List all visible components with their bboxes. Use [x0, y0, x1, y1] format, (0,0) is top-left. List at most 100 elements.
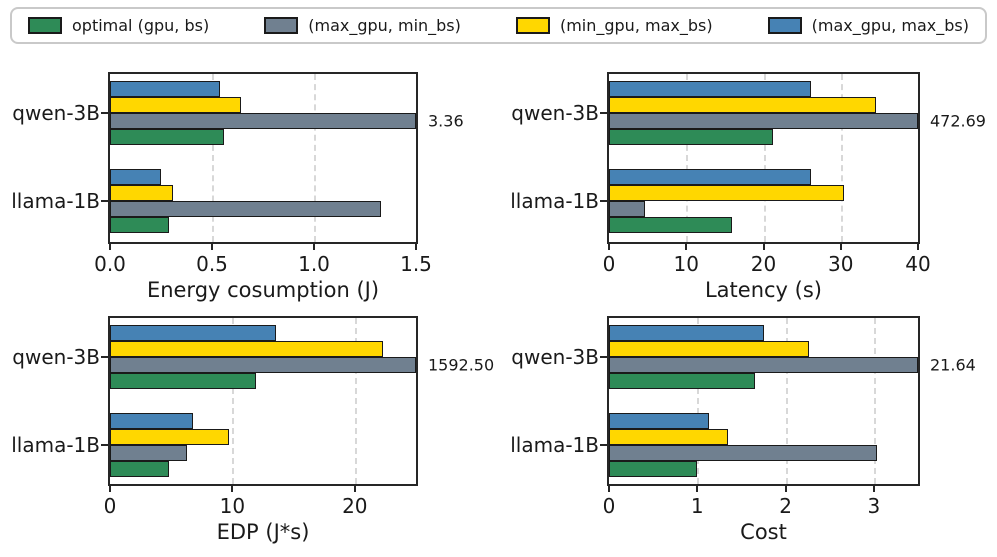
- bar: [609, 113, 918, 129]
- bar: [609, 373, 755, 389]
- x-tick-label: 0: [602, 494, 616, 518]
- bar: [110, 325, 277, 341]
- bar: [609, 217, 732, 233]
- category-label: qwen-3B: [12, 345, 100, 369]
- legend-item: (min_gpu, max_bs): [515, 16, 713, 35]
- x-tick: [917, 244, 919, 250]
- gridline: [232, 318, 235, 484]
- x-tick: [231, 486, 234, 492]
- subplot-latency: qwen-3B llama-1B 0 10 20 30 40 Latency (s) 472.6…: [510, 72, 986, 302]
- x-tick-label: 10: [673, 252, 699, 276]
- gridline: [873, 318, 876, 484]
- x-tick-label: 0.0: [94, 252, 126, 276]
- bar: [110, 97, 241, 113]
- legend-color-swatch: [28, 17, 62, 34]
- x-tick-label: 3: [867, 494, 881, 518]
- x-tick-label: 1: [690, 494, 704, 518]
- gridline: [212, 74, 214, 242]
- bar: [110, 429, 229, 445]
- category-label: llama-1B: [11, 189, 100, 213]
- category-label: llama-1B: [11, 433, 100, 457]
- x-tick: [696, 486, 699, 492]
- bar: [110, 201, 382, 217]
- x-tick-label: 2: [779, 494, 792, 518]
- plot-inner: qwen-3B llama-1B 0 10 20 30 40 Latency (s) 472.6…: [510, 74, 986, 302]
- clipped-value-annotation: 1592.50: [428, 355, 495, 375]
- x-axis-label: EDP (J*s): [216, 520, 310, 544]
- y-tick: [600, 200, 607, 202]
- x-tick-label: 1.5: [400, 252, 432, 276]
- bar: [110, 217, 170, 233]
- category-label: llama-1B: [510, 189, 599, 213]
- legend-item-label: (max_gpu, min_bs): [308, 16, 461, 35]
- x-tick-label: 30: [828, 252, 854, 276]
- plot-inner: qwen-3B llama-1B 0 1 2 3 Cost 21.64: [510, 318, 976, 544]
- legend-color-swatch: [515, 17, 550, 34]
- legend-color-swatch: [264, 17, 299, 34]
- bar: [609, 341, 810, 357]
- x-tick: [353, 486, 356, 492]
- subplot-cost: qwen-3B llama-1B 0 1 2 3 Cost 21.64: [510, 316, 976, 544]
- bar: [110, 81, 221, 97]
- x-tick: [608, 486, 610, 492]
- gridline: [686, 74, 689, 242]
- x-tick: [109, 486, 111, 492]
- category-label: qwen-3B: [12, 101, 100, 125]
- x-tick-label: 0: [103, 494, 117, 518]
- category-label: qwen-3B: [511, 345, 599, 369]
- gridline: [354, 318, 357, 484]
- x-tick: [109, 244, 111, 250]
- x-tick: [313, 244, 315, 250]
- x-axis-label: Cost: [740, 520, 787, 544]
- bar: [609, 81, 812, 97]
- bar: [609, 97, 876, 113]
- x-axis-label: Latency (s): [704, 278, 822, 302]
- clipped-value-annotation: 472.69: [930, 111, 986, 131]
- bar: [609, 185, 844, 201]
- plot-inner: qwen-3B llama-1B 0 10 20 EDP (J*s) 1592.50: [11, 318, 494, 544]
- bar: [110, 113, 416, 129]
- legend-item-label: (min_gpu, max_bs): [559, 16, 713, 35]
- bar: [110, 341, 383, 357]
- legend-item-label: optimal (gpu, bs): [72, 16, 210, 35]
- x-tick: [872, 486, 875, 492]
- clipped-value-annotation: 21.64: [930, 355, 976, 375]
- bar: [110, 357, 416, 373]
- legend-item: (max_gpu, min_bs): [264, 16, 461, 35]
- subplot-edp: qwen-3B llama-1B 0 10 20 EDP (J*s) 1592.50: [11, 316, 494, 544]
- legend-color-swatch: [767, 17, 802, 34]
- bar: [609, 169, 811, 185]
- subplot-energy: qwen-3B llama-1B 0.0 0.5 1.0 1.5 Energy cosump…: [11, 72, 464, 302]
- bar: [609, 429, 729, 445]
- x-tick: [839, 244, 842, 250]
- x-tick-label: 1.0: [298, 252, 330, 276]
- legend: optimal (gpu, bs) (max_gpu, min_bs) (min_g…: [10, 7, 987, 44]
- gridline: [785, 318, 788, 484]
- legend-item: (max_gpu, max_bs): [767, 16, 969, 35]
- category-label: llama-1B: [510, 433, 599, 457]
- bar: [110, 461, 169, 477]
- legend-item-label: (max_gpu, max_bs): [811, 16, 969, 35]
- x-tick: [608, 244, 610, 250]
- bar: [110, 445, 188, 461]
- bar: [110, 413, 194, 429]
- x-tick: [762, 244, 765, 250]
- y-tick: [101, 200, 108, 202]
- y-tick: [101, 356, 108, 358]
- bar: [609, 445, 877, 461]
- x-tick-label: 40: [905, 252, 931, 276]
- gridline: [314, 74, 316, 242]
- gridline: [763, 74, 766, 242]
- x-tick: [784, 486, 787, 492]
- bar: [609, 357, 918, 373]
- clipped-value-annotation: 3.36: [428, 111, 464, 131]
- x-tick: [685, 244, 688, 250]
- y-tick: [600, 356, 607, 358]
- gridline: [697, 318, 700, 484]
- bar: [110, 169, 161, 185]
- plot-inner: qwen-3B llama-1B 0.0 0.5 1.0 1.5 Energy cosump…: [11, 74, 464, 302]
- y-tick: [101, 112, 108, 114]
- bar: [609, 201, 645, 217]
- x-tick: [415, 244, 417, 250]
- y-tick: [600, 444, 607, 446]
